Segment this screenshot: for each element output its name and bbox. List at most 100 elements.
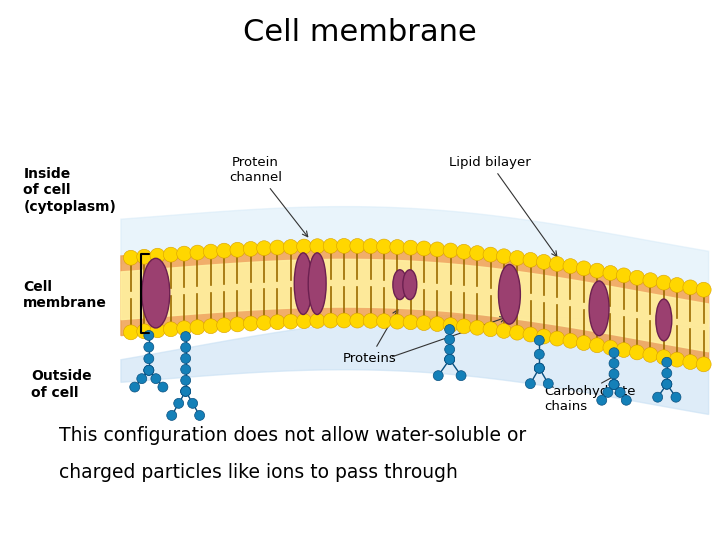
Circle shape <box>609 359 619 368</box>
Circle shape <box>144 342 154 352</box>
Circle shape <box>590 263 605 278</box>
Circle shape <box>534 363 544 373</box>
Text: Protein
channel: Protein channel <box>229 156 307 237</box>
Circle shape <box>496 323 511 339</box>
Text: charged particles like ions to pass through: charged particles like ions to pass thro… <box>59 463 458 482</box>
Circle shape <box>536 329 552 344</box>
Circle shape <box>696 282 711 297</box>
Ellipse shape <box>393 270 407 300</box>
Circle shape <box>283 314 298 329</box>
Circle shape <box>336 313 351 328</box>
Circle shape <box>609 380 619 389</box>
Circle shape <box>696 357 711 372</box>
Circle shape <box>323 239 338 253</box>
Circle shape <box>496 249 511 264</box>
Circle shape <box>137 374 147 383</box>
Polygon shape <box>121 315 708 414</box>
Circle shape <box>190 320 205 335</box>
Circle shape <box>350 313 365 328</box>
Circle shape <box>469 320 485 335</box>
Text: Carbohydrate
chains: Carbohydrate chains <box>544 386 636 413</box>
Circle shape <box>323 313 338 328</box>
Circle shape <box>563 259 578 274</box>
Circle shape <box>469 246 485 261</box>
Circle shape <box>217 243 232 258</box>
Circle shape <box>597 395 607 405</box>
Circle shape <box>445 345 454 354</box>
Circle shape <box>230 242 245 257</box>
Circle shape <box>534 363 544 373</box>
Circle shape <box>167 410 176 420</box>
Circle shape <box>176 321 192 336</box>
Circle shape <box>609 369 619 379</box>
Circle shape <box>523 252 538 267</box>
Circle shape <box>603 340 618 355</box>
Circle shape <box>576 261 591 276</box>
Circle shape <box>163 247 179 262</box>
Circle shape <box>662 379 672 389</box>
Circle shape <box>534 363 544 373</box>
Circle shape <box>310 313 325 328</box>
Circle shape <box>510 325 525 340</box>
Circle shape <box>123 325 138 340</box>
Circle shape <box>656 275 671 290</box>
Circle shape <box>283 240 298 254</box>
Circle shape <box>616 268 631 283</box>
Circle shape <box>144 366 154 375</box>
Circle shape <box>203 244 218 259</box>
Circle shape <box>443 318 458 333</box>
Circle shape <box>510 251 525 266</box>
Circle shape <box>363 239 378 254</box>
Circle shape <box>683 280 698 295</box>
Ellipse shape <box>294 253 312 314</box>
Circle shape <box>350 239 365 253</box>
Circle shape <box>176 246 192 261</box>
Circle shape <box>163 322 179 337</box>
Circle shape <box>683 355 698 369</box>
Circle shape <box>256 241 271 255</box>
Circle shape <box>662 379 672 389</box>
Circle shape <box>656 350 671 364</box>
Circle shape <box>150 323 165 338</box>
Circle shape <box>433 370 444 381</box>
Circle shape <box>563 333 578 348</box>
Circle shape <box>181 386 191 396</box>
Circle shape <box>181 364 191 374</box>
Circle shape <box>151 374 161 383</box>
Ellipse shape <box>498 265 521 324</box>
Circle shape <box>662 379 672 389</box>
Circle shape <box>363 313 378 328</box>
Circle shape <box>181 332 191 341</box>
Circle shape <box>549 256 564 272</box>
Circle shape <box>549 331 564 346</box>
Circle shape <box>390 314 405 329</box>
Circle shape <box>643 347 658 362</box>
Circle shape <box>190 245 205 260</box>
Ellipse shape <box>589 281 609 336</box>
Circle shape <box>443 243 458 258</box>
Polygon shape <box>121 259 708 352</box>
Circle shape <box>403 315 418 330</box>
Circle shape <box>181 386 191 396</box>
Text: This configuration does not allow water-soluble or: This configuration does not allow water-… <box>59 426 526 444</box>
Circle shape <box>544 379 553 389</box>
Circle shape <box>137 249 152 264</box>
Circle shape <box>536 254 552 269</box>
Circle shape <box>188 399 197 408</box>
Circle shape <box>158 382 168 392</box>
Circle shape <box>243 241 258 256</box>
Circle shape <box>445 354 454 364</box>
Circle shape <box>336 239 351 253</box>
Circle shape <box>445 334 454 345</box>
Circle shape <box>456 244 472 259</box>
Ellipse shape <box>402 270 417 300</box>
Circle shape <box>456 319 472 334</box>
Circle shape <box>416 241 431 256</box>
Circle shape <box>390 240 405 254</box>
Circle shape <box>403 240 418 255</box>
Circle shape <box>123 250 138 265</box>
Circle shape <box>416 315 431 330</box>
Circle shape <box>662 368 672 378</box>
Circle shape <box>615 387 625 397</box>
Circle shape <box>629 271 644 285</box>
